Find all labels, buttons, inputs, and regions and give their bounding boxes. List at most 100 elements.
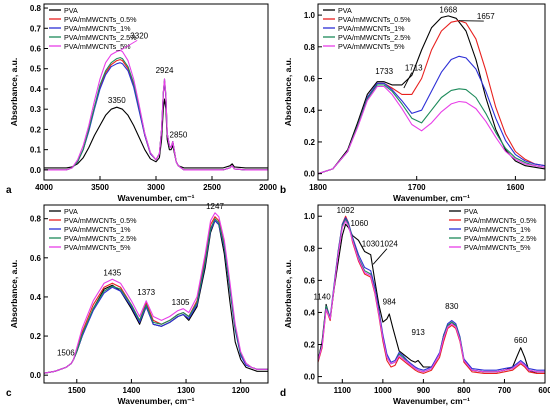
legend-label: PVA bbox=[338, 6, 352, 15]
annotation-arrow bbox=[403, 72, 413, 89]
y-tick-label: 0.4 bbox=[30, 85, 42, 94]
panel-b: 1800 1700 1600 0.0 0.2 0.4 0.6 0.8 1.0 Wavenumber… bbox=[280, 3, 546, 203]
y-tick-label: 0.7 bbox=[30, 24, 42, 33]
y-tick-label: 0.2 bbox=[304, 138, 316, 147]
x-axis-label: Wavenumber, cm⁻¹ bbox=[118, 193, 195, 203]
peak-label: 1713 bbox=[405, 64, 423, 73]
panel-label: a bbox=[6, 185, 12, 196]
series-line-0 bbox=[44, 98, 268, 169]
peak-label: 1030 bbox=[362, 240, 380, 249]
panel-label: c bbox=[6, 388, 12, 399]
x-tick-label: 700 bbox=[498, 386, 512, 395]
y-axis-label: Absorbance, a.u. bbox=[283, 58, 293, 127]
x-tick-label: 3000 bbox=[147, 183, 165, 192]
legend-label: PVA/mMWCNTs_5% bbox=[464, 243, 531, 252]
x-axis-label: Wavenumber, cm⁻¹ bbox=[393, 396, 470, 406]
legend-label: PVA/mMWCNTs_1% bbox=[464, 225, 531, 234]
series-line-4 bbox=[318, 85, 545, 175]
y-tick-label: 0.8 bbox=[30, 4, 42, 13]
peak-label: 1140 bbox=[313, 293, 331, 302]
x-tick-label: 1200 bbox=[232, 386, 250, 395]
series-line-4 bbox=[44, 212, 268, 374]
y-axis-label: Absorbance, a.u. bbox=[9, 58, 19, 127]
legend-label: PVA/mMWCNTs_1% bbox=[64, 24, 131, 33]
y-tick-label: 0.8 bbox=[304, 244, 316, 253]
peak-label: 1657 bbox=[477, 12, 495, 21]
y-tick-label: 0.8 bbox=[304, 43, 316, 52]
x-axis-label: Wavenumber, cm⁻¹ bbox=[393, 193, 470, 203]
series-line-3 bbox=[44, 218, 268, 374]
y-tick-label: 0.4 bbox=[304, 308, 316, 317]
x-tick-label: 900 bbox=[417, 386, 431, 395]
legend-label: PVA/mMWCNTs_5% bbox=[64, 42, 131, 51]
series-group bbox=[44, 212, 268, 374]
peak-label: 1060 bbox=[350, 219, 368, 228]
y-tick-label: 0.5 bbox=[30, 65, 42, 74]
legend-label: PVA/mMWCNTs_5% bbox=[338, 42, 405, 51]
peak-label: 1092 bbox=[337, 206, 355, 215]
x-tick-label: 1700 bbox=[408, 183, 426, 192]
peak-label: 830 bbox=[445, 302, 459, 311]
series-group bbox=[44, 49, 268, 171]
annotation-arrow bbox=[372, 248, 388, 265]
y-tick-label: 0.4 bbox=[304, 106, 316, 115]
x-tick-label: 4000 bbox=[35, 183, 53, 192]
y-tick-label: 0.6 bbox=[304, 276, 316, 285]
x-tick-label: 1500 bbox=[68, 386, 86, 395]
panel-a: 4000 3500 3000 2500 2000 0.0 0.1 0.2 0.3 0.4 0.5 0.… bbox=[6, 3, 277, 203]
y-tick-label: 0.8 bbox=[30, 215, 42, 224]
peak-label: 913 bbox=[411, 328, 425, 337]
peak-label: 3320 bbox=[130, 31, 148, 40]
peak-label: 2850 bbox=[170, 131, 188, 140]
y-tick-label: 0.1 bbox=[30, 146, 42, 155]
peak-label: 1305 bbox=[172, 298, 190, 307]
panel-d: 1100 1000 900 800 700 600 0.0 0.2 0.4 0.6 0.8 1.0 Wa… bbox=[280, 204, 550, 406]
legend-label: PVA/mMWCNTs_1% bbox=[338, 24, 405, 33]
y-tick-label: 0.6 bbox=[30, 45, 42, 54]
series-line-0 bbox=[318, 15, 545, 175]
series-line-1 bbox=[44, 59, 268, 171]
peak-label: 1435 bbox=[103, 268, 121, 277]
peak-label: 1024 bbox=[380, 240, 398, 249]
series-line-2 bbox=[44, 62, 268, 171]
series-line-2 bbox=[318, 217, 545, 371]
x-tick-label: 1000 bbox=[374, 386, 392, 395]
legend-label: PVA/mMWCNTs_1% bbox=[64, 225, 131, 234]
y-tick-label: 0.3 bbox=[30, 105, 42, 114]
legend-label: PVA/mMWCNTs_0.5% bbox=[338, 15, 411, 24]
y-tick-label: 0.2 bbox=[30, 332, 42, 341]
x-axis-label: Wavenumber, cm⁻¹ bbox=[118, 396, 195, 406]
peak-label: 1373 bbox=[137, 288, 155, 297]
plot-frame bbox=[317, 204, 546, 384]
x-tick-label: 2500 bbox=[203, 183, 221, 192]
series-group bbox=[318, 15, 545, 175]
y-tick-label: 0.6 bbox=[30, 254, 42, 263]
legend-label: PVA/mMWCNTs_2.5% bbox=[64, 234, 137, 243]
y-tick-label: 1.0 bbox=[304, 11, 316, 20]
x-tick-label: 1300 bbox=[177, 386, 195, 395]
y-tick-label: 0.6 bbox=[304, 75, 316, 84]
x-tick-label: 1100 bbox=[334, 386, 352, 395]
peak-label: 660 bbox=[514, 336, 528, 345]
x-tick-label: 600 bbox=[538, 386, 550, 395]
legend-label: PVA bbox=[464, 207, 478, 216]
legend: PVAPVA/mMWCNTs_0.5%PVA/mMWCNTs_1%PVA/mMW… bbox=[49, 207, 137, 252]
y-tick-label: 0.0 bbox=[304, 373, 316, 382]
x-tick-label: 2000 bbox=[259, 183, 277, 192]
series-group bbox=[318, 215, 545, 374]
legend-label: PVA/mMWCNTs_0.5% bbox=[464, 216, 537, 225]
plot-frame bbox=[43, 204, 269, 384]
x-tick-label: 1800 bbox=[309, 183, 327, 192]
series-line-4 bbox=[44, 49, 268, 171]
peak-label: 2924 bbox=[156, 66, 174, 75]
series-line-4 bbox=[318, 220, 545, 373]
legend-label: PVA/mMWCNTs_0.5% bbox=[64, 216, 137, 225]
panel-label: b bbox=[280, 185, 286, 196]
legend-label: PVA/mMWCNTs_5% bbox=[64, 243, 131, 252]
x-tick-label: 1400 bbox=[123, 386, 141, 395]
peak-label: 1668 bbox=[439, 6, 457, 15]
legend-label: PVA/mMWCNTs_2.5% bbox=[64, 33, 137, 42]
plot-frame bbox=[317, 3, 546, 181]
